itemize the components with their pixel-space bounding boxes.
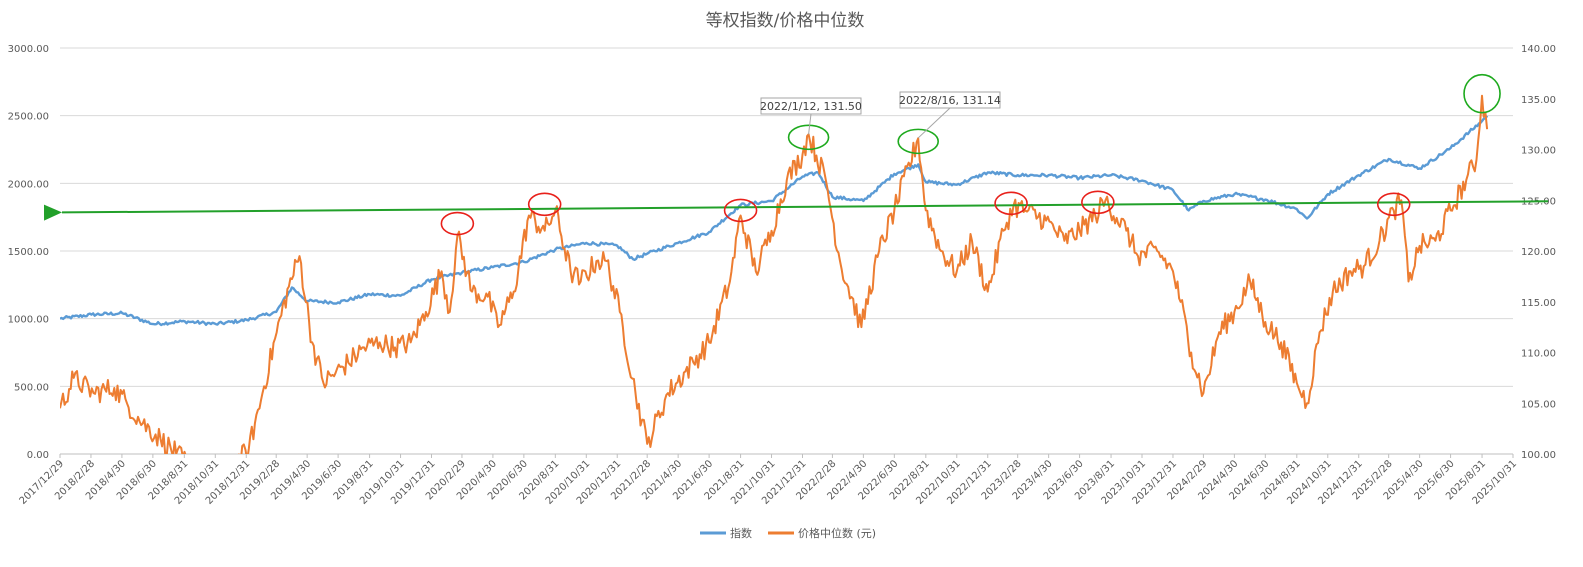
callout-leader (917, 107, 951, 139)
y-left-tick-label: 1500.00 (8, 247, 49, 258)
overlay-annotations: 2022/1/12, 131.50 2022/8/16, 131.14 (43, 73, 1549, 236)
y-left-tick-label: 3000.00 (8, 44, 49, 55)
chart-title: 等权指数/价格中位数 (706, 11, 865, 31)
highlight-circle-red (1081, 190, 1115, 215)
callout-box (760, 97, 862, 115)
trend-line-arrow (43, 200, 1549, 221)
y-right-tick-label: 100.00 (1521, 450, 1556, 461)
highlight-circle-red (527, 192, 562, 217)
highlight-circle-green (787, 124, 830, 151)
legend-label-index: 指数 (730, 526, 752, 540)
y-right-tick-label: 135.00 (1521, 95, 1556, 106)
y-right-tick-label: 120.00 (1521, 247, 1556, 258)
callout-box (899, 91, 1001, 109)
series-line-median-price (60, 94, 1489, 454)
y-left-tick-label: 0.00 (27, 450, 49, 461)
y-right-tick-label: 140.00 (1521, 44, 1556, 55)
y-left-tick-label: 2500.00 (8, 112, 49, 123)
series-layer (60, 94, 1489, 454)
highlight-circle-red (994, 191, 1028, 216)
y-right-tick-label: 110.00 (1521, 349, 1556, 360)
y-right-tick-label: 115.00 (1521, 298, 1556, 309)
y-right-tick-label: 105.00 (1521, 399, 1556, 410)
highlight-circle-red (440, 211, 475, 236)
y-right-tick-label: 130.00 (1521, 146, 1556, 157)
highlight-circle-red (723, 198, 758, 223)
callout-label: 2022/1/12, 131.50 (760, 100, 862, 113)
y-left-tick-label: 1000.00 (8, 315, 49, 326)
highlight-circle-green (1463, 73, 1501, 114)
legend-label-median-price: 价格中位数 (元) (798, 526, 876, 540)
y-left-tick-label: 500.00 (14, 382, 49, 393)
callout-leader (808, 113, 812, 135)
highlight-circle-green (897, 128, 939, 155)
series-line-index (60, 115, 1489, 327)
highlight-circle-red (1376, 192, 1411, 217)
legend: 指数 价格中位数 (元) (700, 526, 876, 540)
callout-label: 2022/8/16, 131.14 (899, 94, 1001, 107)
y-left-tick-label: 2000.00 (8, 179, 49, 190)
